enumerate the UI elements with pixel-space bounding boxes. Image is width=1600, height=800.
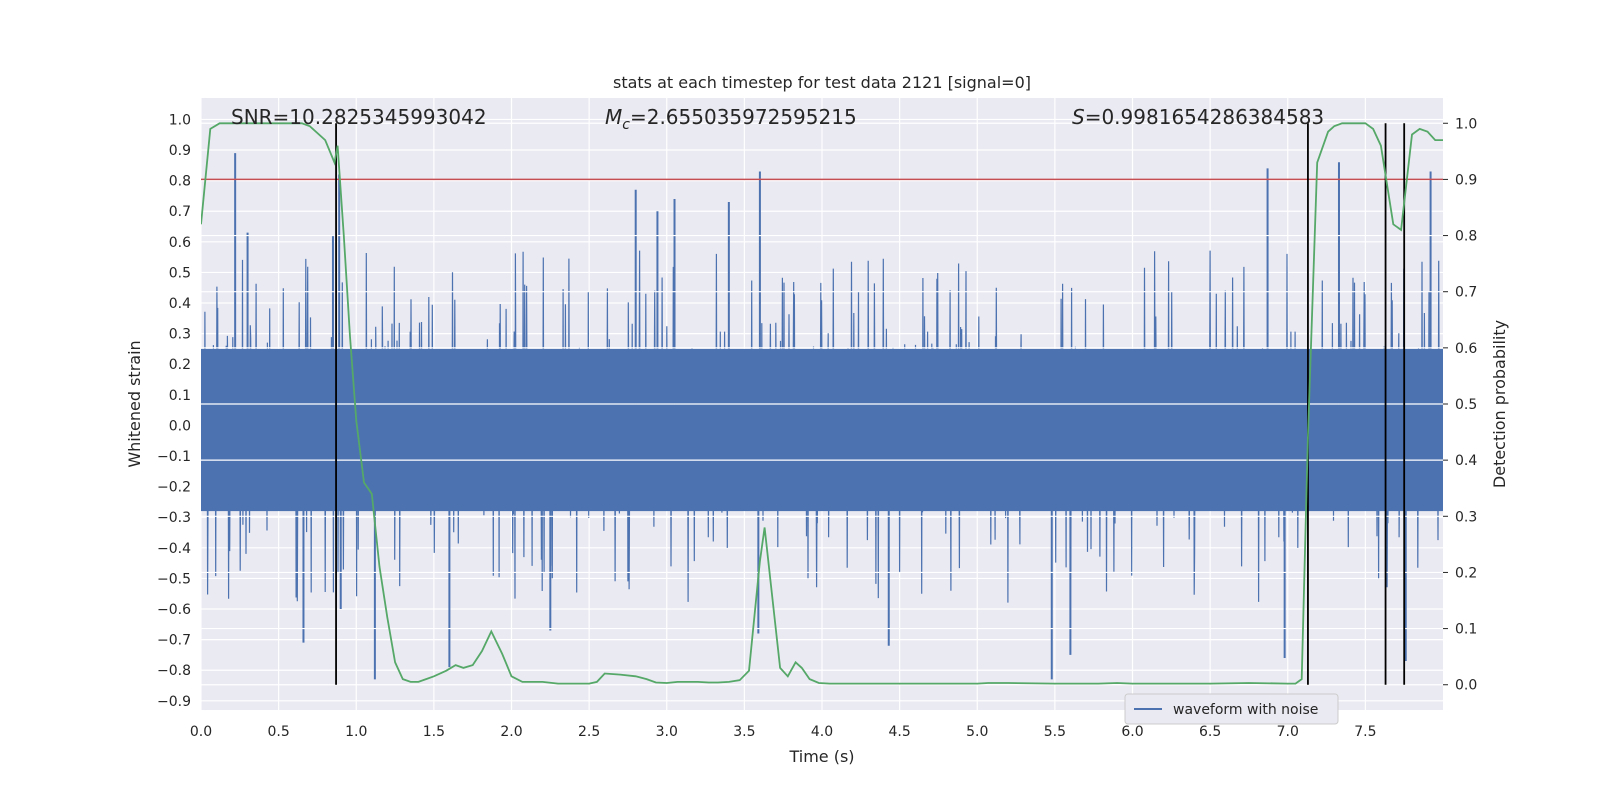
s-symbol: S: [1072, 105, 1085, 129]
x-tick-label: 2.5: [578, 724, 600, 740]
x-tick-label: 4.0: [811, 724, 833, 740]
y2-tick-label: 0.6: [1455, 341, 1477, 357]
y-tick-label: −0.3: [157, 510, 191, 526]
y-tick-label: −0.6: [157, 602, 191, 618]
y-tick-label: 1.0: [169, 112, 191, 128]
s-value: =0.9981654286384583: [1085, 105, 1324, 129]
y-tick-label: −0.8: [157, 663, 191, 679]
y-tick-label: −0.9: [157, 694, 191, 710]
mc-value: =2.655035972595215: [630, 105, 857, 129]
y-tick-label: 0.3: [169, 327, 191, 343]
chart-title: stats at each timestep for test data 212…: [613, 73, 1031, 92]
y2-tick-label: 0.1: [1455, 622, 1477, 638]
y-tick-label: −0.2: [157, 480, 191, 496]
legend: waveform with noise: [1124, 693, 1339, 725]
y2-gridlines-overlay: [201, 122, 1443, 686]
plot-content: [201, 122, 1443, 686]
mc-symbol: M: [605, 105, 622, 129]
y-tick-label: −0.1: [157, 449, 191, 465]
y2-tick-label: 0.3: [1455, 509, 1477, 525]
noise-core-band: [201, 348, 1443, 512]
x-tick-label: 3.5: [733, 724, 755, 740]
y2-axis-title: Detection probability: [1490, 320, 1509, 488]
y2-tick-label: 0.7: [1455, 285, 1477, 301]
x-tick-label: 7.5: [1354, 724, 1376, 740]
y2-tick-label: 0.9: [1455, 172, 1477, 188]
y2-tick-label: 0.2: [1455, 565, 1477, 581]
y2-tick-label: 0.4: [1455, 453, 1477, 469]
y-tick-label: −0.7: [157, 633, 191, 649]
y2-tick-labels: 1.0 0.9 0.8 0.7 0.6 0.5 0.4 0.3 0.2 0.1 0.0: [1443, 116, 1477, 694]
x-tick-label: 0.5: [267, 724, 289, 740]
x-tick-label: 1.5: [423, 724, 445, 740]
y-tick-label: −0.5: [157, 571, 191, 587]
y-tick-labels: 1.0 0.9 0.8 0.7 0.6 0.5 0.4 0.3 0.2 0.1 0.0 −0.1 −0.…: [157, 112, 191, 709]
x-tick-label: 3.0: [656, 724, 678, 740]
y-tick-label: 0.0: [169, 418, 191, 434]
x-tick-label: 1.0: [345, 724, 367, 740]
mc-subscript: c: [622, 117, 630, 133]
y2-tick-label: 0.8: [1455, 229, 1477, 245]
x-tick-labels: 0.0 0.5 1.0 1.5 2.0 2.5 3.0 3.5 4.0 4.5 5.0 5.5 6.0 6…: [190, 724, 1377, 740]
y-tick-label: −0.4: [157, 541, 191, 557]
x-tick-label: 2.0: [500, 724, 522, 740]
legend-label: waveform with noise: [1173, 702, 1318, 718]
y2-tick-label: 1.0: [1455, 116, 1477, 132]
y-tick-label: 0.8: [169, 174, 191, 190]
x-axis-title: Time (s): [788, 747, 854, 766]
y-tick-label: 0.1: [169, 388, 191, 404]
x-tick-label: 6.5: [1199, 724, 1221, 740]
y-tick-label: 0.7: [169, 204, 191, 220]
x-tick-label: 6.0: [1121, 724, 1143, 740]
y-tick-label: 0.9: [169, 143, 191, 159]
y2-tick-label: 0.0: [1455, 678, 1477, 694]
series-waveform-with-noise: [201, 153, 1443, 680]
x-tick-label: 5.5: [1044, 724, 1066, 740]
legend-box: [1124, 693, 1339, 725]
vertical-markers: [335, 123, 1406, 685]
y-tick-label: 0.4: [169, 296, 191, 312]
y2-tick-label: 0.5: [1455, 397, 1477, 413]
mc-annotation: Mc=2.655035972595215: [605, 105, 857, 133]
y-tick-label: 0.6: [169, 235, 191, 251]
series-detection-probability: [201, 122, 1443, 685]
snr-annotation: SNR=10.2825345993042: [231, 105, 487, 129]
x-tick-label: 0.0: [190, 724, 212, 740]
x-tick-label: 5.0: [966, 724, 988, 740]
s-annotation: S=0.9981654286384583: [1072, 105, 1324, 129]
x-tick-label: 4.5: [888, 724, 910, 740]
y-tick-label: 0.5: [169, 265, 191, 281]
y-axis-title: Whitened strain: [125, 340, 144, 467]
x-tick-label: 7.0: [1277, 724, 1299, 740]
y-tick-label: 0.2: [169, 357, 191, 373]
